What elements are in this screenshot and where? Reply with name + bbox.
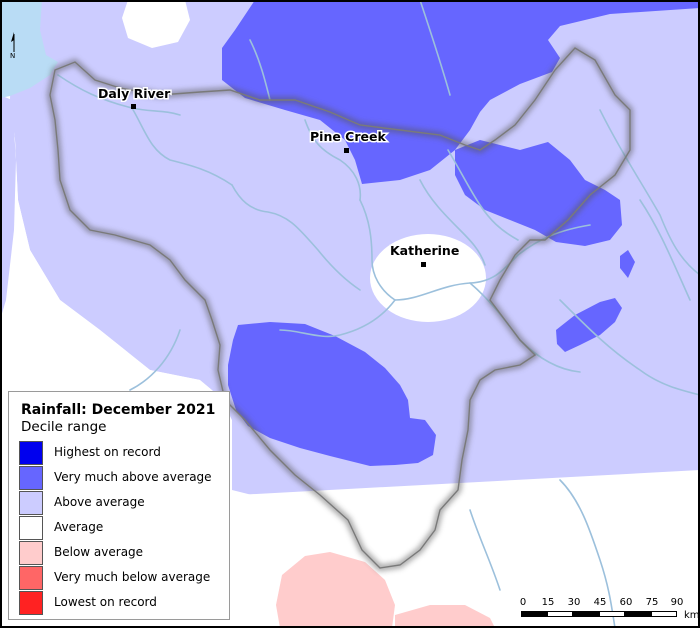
catchment-boundary bbox=[49, 47, 631, 569]
sea bbox=[0, 0, 58, 98]
river bbox=[304, 119, 362, 201]
river bbox=[559, 299, 700, 396]
scale-tick-label: 90 bbox=[670, 597, 684, 608]
legend-swatch bbox=[19, 466, 43, 490]
scale-bar: 0 15 30 45 60 75 90 km bbox=[515, 597, 700, 621]
river bbox=[129, 329, 181, 391]
town-label: Daly River bbox=[98, 86, 171, 101]
town-marker bbox=[421, 262, 426, 267]
very-much-above-average-patch-east bbox=[556, 298, 622, 352]
rivers bbox=[57, 0, 700, 628]
scale-segment bbox=[651, 611, 677, 617]
legend-label: Below average bbox=[54, 545, 144, 559]
legend-item-above-average: Above average bbox=[19, 491, 224, 516]
north-arrow-icon bbox=[11, 32, 15, 52]
scale-tick-label: 30 bbox=[567, 597, 581, 608]
town-marker bbox=[131, 104, 136, 109]
above-average-area-west-coast bbox=[0, 95, 16, 320]
river bbox=[231, 184, 361, 291]
river bbox=[559, 479, 616, 628]
scale-tick-label: 15 bbox=[541, 597, 555, 608]
legend-label: Very much below average bbox=[54, 570, 211, 584]
legend-item-lowest-on-record: Lowest on record bbox=[19, 591, 224, 616]
very-much-above-average-spot-east bbox=[620, 250, 635, 278]
legend-swatch bbox=[19, 491, 43, 515]
legend-label: Highest on record bbox=[54, 445, 161, 459]
legend-swatch bbox=[19, 441, 43, 465]
river bbox=[469, 509, 501, 591]
north-label: N bbox=[10, 52, 16, 60]
legend-label: Above average bbox=[54, 495, 145, 509]
river bbox=[447, 149, 519, 241]
legend-label: Very much above average bbox=[54, 470, 212, 484]
scale-tick-label: 75 bbox=[645, 597, 659, 608]
legend-title: Rainfall: December 2021 bbox=[21, 402, 216, 418]
legend-swatch bbox=[19, 541, 43, 565]
river bbox=[279, 299, 396, 338]
legend-swatch bbox=[19, 516, 43, 540]
very-much-above-average-south bbox=[228, 322, 436, 466]
river bbox=[639, 199, 691, 301]
very-much-above-average-north bbox=[222, 0, 700, 184]
scale-segment bbox=[573, 611, 599, 617]
scale-segment bbox=[521, 611, 547, 617]
very-much-above-average-east bbox=[455, 140, 622, 246]
legend-label: Lowest on record bbox=[54, 595, 157, 609]
town-daly-river: Daly River bbox=[97, 85, 173, 109]
legend-item-very-much-above-average: Very much above average bbox=[19, 466, 224, 491]
above-average-area bbox=[10, 0, 700, 505]
town-label: Pine Creek bbox=[310, 129, 386, 144]
town-label: Katherine bbox=[390, 243, 459, 258]
average-patch-north bbox=[122, 0, 190, 48]
legend-swatch bbox=[19, 591, 43, 615]
scale-segment bbox=[599, 611, 625, 617]
river bbox=[249, 39, 271, 101]
scale-tick-label: 45 bbox=[593, 597, 607, 608]
legend-item-below-average: Below average bbox=[19, 541, 224, 566]
scale-tick-label: 0 bbox=[519, 597, 527, 608]
town-marker bbox=[344, 148, 349, 153]
below-average-area-southeast bbox=[395, 605, 495, 628]
scale-segment bbox=[547, 611, 573, 617]
river bbox=[599, 109, 700, 276]
legend-label: Average bbox=[54, 520, 104, 534]
river bbox=[359, 199, 396, 301]
river bbox=[419, 179, 486, 266]
legend-swatch bbox=[19, 566, 43, 590]
legend-subtitle: Decile range bbox=[21, 419, 107, 435]
river bbox=[419, 0, 451, 96]
scale-tick-label: 60 bbox=[619, 597, 633, 608]
scale-segment bbox=[625, 611, 651, 617]
scale-unit-label: km bbox=[684, 610, 700, 621]
legend-item-average: Average bbox=[19, 516, 224, 541]
below-average-area bbox=[276, 552, 395, 628]
legend-item-very-much-below-average: Very much below average bbox=[19, 566, 224, 591]
town-pine-creek: Pine Creek bbox=[309, 128, 388, 153]
river bbox=[131, 107, 233, 186]
legend-item-highest-on-record: Highest on record bbox=[19, 441, 224, 466]
legend: Rainfall: December 2021 Decile range Hig… bbox=[8, 391, 230, 620]
town-katherine: Katherine bbox=[389, 242, 461, 267]
